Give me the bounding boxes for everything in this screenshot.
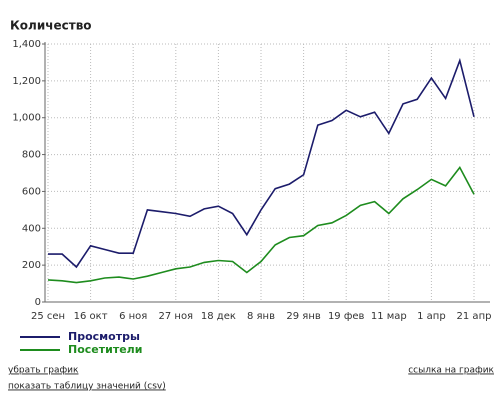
y-tick-label: 1,000 — [12, 113, 41, 124]
y-tick-label: 1,200 — [12, 76, 41, 87]
x-tick-label: 29 янв — [286, 311, 320, 322]
series-line — [48, 57, 475, 269]
x-tick-label: 25 сен — [31, 311, 65, 322]
x-tick-label: 19 фев — [328, 311, 365, 322]
series-line — [47, 166, 475, 284]
remove-link[interactable]: убрать график — [8, 366, 79, 376]
legend-label: Посетители — [68, 343, 142, 356]
y-tick-label: 800 — [22, 150, 41, 161]
x-tick-label: 1 апр — [417, 311, 446, 322]
x-tick-label: 18 дек — [201, 311, 236, 322]
y-tick-label: 1,400 — [12, 39, 41, 50]
x-tick-label: 6 ноя — [119, 311, 147, 322]
x-tick-label: 27 ноя — [159, 311, 194, 322]
permalink[interactable]: ссылка на график — [408, 366, 494, 376]
x-tick-label: 21 апр — [457, 311, 492, 322]
x-tick-label: 16 окт — [74, 311, 108, 322]
legend-label: Просмотры — [68, 330, 140, 343]
y-tick-label: 600 — [22, 186, 41, 197]
y-tick-label: 0 — [35, 297, 41, 308]
table-link[interactable]: показать таблицу значений (csv) — [8, 382, 166, 392]
x-tick-label: 8 янв — [247, 311, 275, 322]
chart-title: Количество — [10, 19, 92, 33]
y-tick-label: 200 — [22, 260, 41, 271]
y-tick-label: 400 — [22, 223, 41, 234]
x-tick-label: 11 мар — [371, 311, 407, 322]
